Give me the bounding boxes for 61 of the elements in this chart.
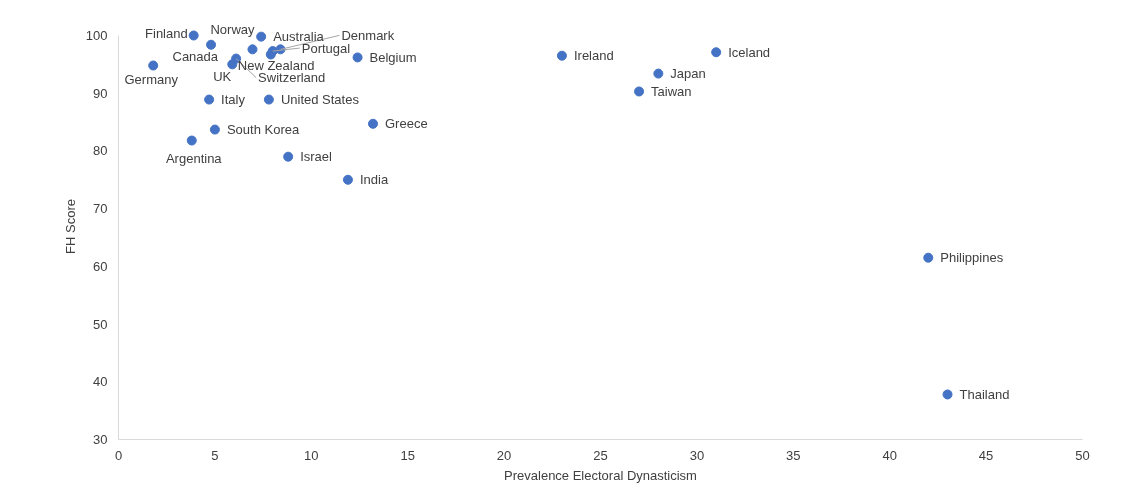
point bbox=[206, 39, 217, 50]
x-tick-label: 30 bbox=[689, 447, 705, 463]
annotation: Japan bbox=[670, 66, 706, 82]
point bbox=[653, 68, 664, 79]
y-tick-label: 80 bbox=[93, 143, 108, 159]
annotation: Ireland bbox=[573, 48, 614, 64]
point bbox=[204, 94, 215, 105]
point bbox=[148, 60, 159, 71]
point bbox=[368, 118, 378, 129]
x-tick-label: 0 bbox=[114, 447, 123, 463]
annotation: Canada bbox=[172, 49, 219, 65]
annotation: Iceland bbox=[728, 44, 771, 60]
annotation: Denmark bbox=[341, 27, 395, 43]
x-tick-label: 20 bbox=[496, 447, 512, 463]
x-tick-label: 50 bbox=[1075, 447, 1090, 463]
x-tick-label: 40 bbox=[882, 447, 897, 463]
y-tick-label: 70 bbox=[93, 201, 108, 217]
y-axis-title: FH Score bbox=[62, 199, 78, 254]
point bbox=[711, 47, 722, 58]
annotation: UK bbox=[213, 68, 232, 84]
x-tick-label: 5 bbox=[211, 447, 219, 463]
point bbox=[556, 50, 567, 61]
point bbox=[256, 31, 267, 42]
annotation: Norway bbox=[210, 21, 256, 37]
x-axis-title: Prevalence Electoral Dynasticism bbox=[504, 467, 697, 483]
point bbox=[352, 52, 363, 63]
x-tick-label: 45 bbox=[978, 447, 994, 463]
y-tick-label: 90 bbox=[93, 85, 108, 101]
x-tick-label: 15 bbox=[400, 447, 415, 463]
point bbox=[342, 174, 353, 185]
annotation: Germany bbox=[124, 72, 179, 88]
annotation: Argentina bbox=[165, 151, 223, 167]
x-tick-label: 10 bbox=[304, 447, 319, 463]
y-tick-label: 50 bbox=[93, 316, 108, 332]
point bbox=[186, 135, 197, 146]
point bbox=[923, 252, 934, 263]
point bbox=[942, 389, 953, 400]
x-tick-label: 25 bbox=[593, 447, 608, 463]
point bbox=[227, 59, 238, 70]
point bbox=[209, 124, 220, 135]
annotation: Greece bbox=[385, 116, 428, 132]
point bbox=[188, 30, 199, 41]
point bbox=[283, 151, 294, 162]
annotation: Taiwan bbox=[651, 83, 692, 99]
annotation: Belgium bbox=[369, 49, 417, 65]
annotation: Philippines bbox=[940, 250, 1004, 266]
y-tick-label: 30 bbox=[93, 432, 108, 447]
point bbox=[634, 86, 645, 97]
annotation: Thailand bbox=[959, 386, 1010, 402]
y-tick-label: 40 bbox=[93, 374, 108, 390]
annotation: United States bbox=[280, 92, 360, 108]
point bbox=[247, 44, 258, 55]
point bbox=[263, 94, 274, 105]
annotation: India bbox=[359, 172, 389, 188]
x-tick-label: 35 bbox=[786, 447, 801, 463]
annotation: Israel bbox=[300, 149, 333, 165]
y-tick-label: 100 bbox=[85, 28, 108, 43]
annotation: South Korea bbox=[226, 122, 300, 138]
annotation: Italy bbox=[221, 92, 246, 108]
y-tick-label: 60 bbox=[93, 258, 108, 274]
annotation: Finland bbox=[145, 26, 188, 41]
